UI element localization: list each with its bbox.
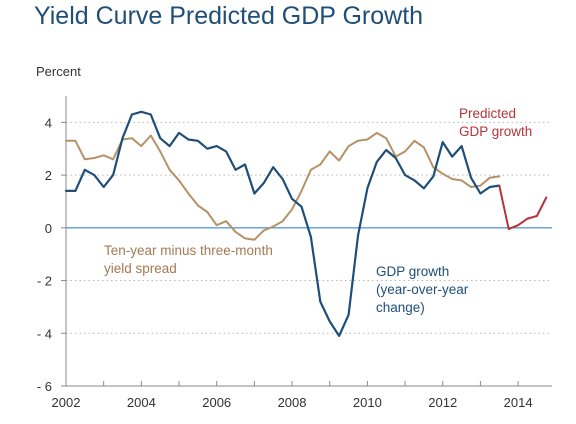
series — [64, 110, 548, 337]
annotation-spread-line-2: yield spread — [104, 261, 177, 276]
annotation-gdp-growth: GDP growth (year-over-year change) — [376, 264, 472, 315]
x-tick-label: 2008 — [278, 395, 307, 410]
x-tick-label: 2014 — [504, 395, 533, 410]
x-tick-label: 2012 — [428, 395, 457, 410]
x-tick-label: 2010 — [353, 395, 382, 410]
series-yield-spread — [65, 131, 501, 241]
y-tick-label: 0 — [45, 221, 52, 236]
y-tick-label: - 2 — [37, 274, 52, 289]
annotation-yield-spread: Ten-year minus three-month yield spread — [104, 243, 277, 276]
x-tick-label: 2004 — [127, 395, 156, 410]
annotation-predicted-gdp: Predicted GDP growth — [459, 106, 532, 139]
y-tick-labels: 4 2 0 - 2 - 4 - 6 — [37, 115, 66, 394]
annotation-predicted-line-1: Predicted — [459, 106, 516, 121]
y-tick-label: - 4 — [37, 326, 52, 341]
y-tick-label: 2 — [45, 168, 52, 183]
annotation-gdp-line-1: GDP growth — [376, 264, 449, 279]
annotation-gdp-line-2: (year-over-year — [376, 282, 469, 297]
annotation-predicted-line-2: GDP growth — [459, 124, 532, 139]
annotation-spread-line-1: Ten-year minus three-month — [104, 243, 273, 258]
annotation-gdp-line-3: change) — [376, 300, 425, 315]
x-tick-label: 2002 — [52, 395, 81, 410]
y-axis-unit-label: Percent — [36, 64, 81, 79]
x-tick-labels: 2002 2004 2006 2008 2010 2012 2014 — [52, 381, 533, 410]
y-tick-label: 4 — [45, 115, 52, 130]
y-tick-label: - 6 — [37, 379, 52, 394]
series-gdp-growth — [64, 110, 501, 337]
chart-title: Yield Curve Predicted GDP Growth — [34, 2, 424, 30]
series-predicted-gdp — [498, 184, 548, 231]
x-tick-label: 2006 — [202, 395, 231, 410]
axes — [65, 96, 552, 387]
